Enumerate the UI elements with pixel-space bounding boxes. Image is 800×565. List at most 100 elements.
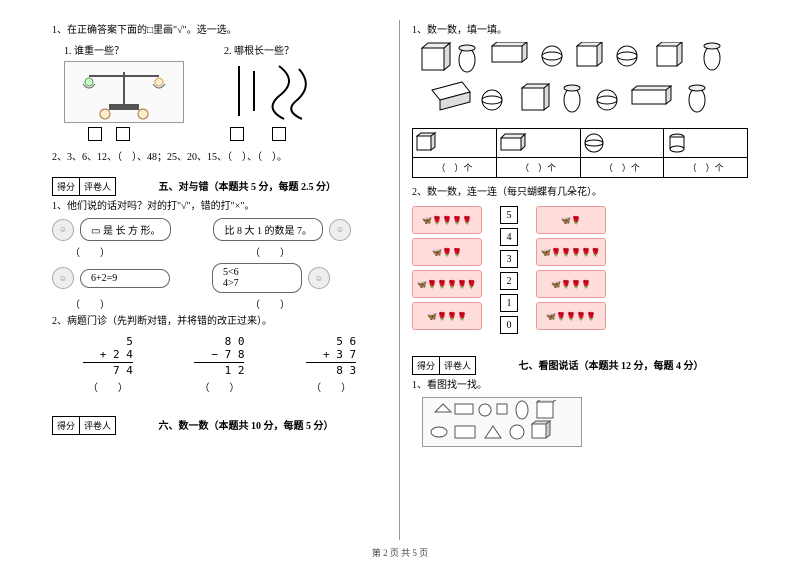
- arith-res: 7 4: [83, 364, 133, 377]
- q1-sub2-title: 2. 哪根长一些？: [224, 42, 314, 57]
- count-blank[interactable]: （ ）个: [413, 158, 497, 178]
- answer-box[interactable]: [88, 127, 102, 141]
- number-box[interactable]: 4: [500, 228, 518, 246]
- score-box: 得分 评卷人: [52, 177, 116, 196]
- arith-op: + 3 7: [306, 348, 356, 361]
- flower-group-icon: 🦋🌹: [536, 206, 606, 234]
- arith-res: 8 3: [306, 364, 356, 377]
- speech-bubble: ▭ 是 长 方 形。: [80, 218, 171, 241]
- s5-q1-intro: 1、他们说的话对吗？对的打"√"，错的打"×"。: [52, 200, 387, 214]
- section6-title: 六、数一数（本题共 10 分，每题 5 分）: [159, 421, 334, 432]
- shapes-scatter-svg: [412, 42, 748, 122]
- section5-title: 五、对与错（本题共 5 分，每题 2.5 分）: [159, 182, 337, 193]
- bubble-line-b: 4>7: [223, 278, 291, 289]
- answer-paren[interactable]: （ ）: [70, 296, 110, 311]
- arith-op: + 2 4: [83, 348, 133, 361]
- flower-group-icon: 🦋🌹🌹: [412, 238, 482, 266]
- number-box[interactable]: 5: [500, 206, 518, 224]
- shape-find-illustration: [422, 397, 582, 447]
- answer-paren[interactable]: （ ）: [306, 379, 356, 394]
- flower-group-icon: 🦋🌹🌹🌹🌹🌹: [412, 270, 482, 298]
- speech-row-2: ☺ 6+2=9 5<6 4>7 ☺: [52, 263, 387, 293]
- arith-problem: 5 6 + 3 7 8 3 （ ）: [306, 335, 356, 394]
- score-label: 得分: [413, 357, 440, 374]
- section6-header: 得分 评卷人 六、数一数（本题共 10 分，每题 5 分）: [52, 408, 387, 435]
- arith-problem: 8 0 − 7 8 1 2 （ ）: [194, 335, 244, 394]
- arith-problem: 5 + 2 4 7 4 （ ）: [83, 335, 133, 394]
- right-column: 1、数一数，填一填。: [400, 20, 760, 540]
- shapes-count-table: （ ）个 （ ）个 （ ）个 （ ）个: [412, 128, 748, 178]
- arith-bar: [306, 362, 356, 363]
- answer-paren[interactable]: （ ）: [83, 379, 133, 394]
- answer-box[interactable]: [272, 127, 286, 141]
- balance-scale-icon: [69, 64, 179, 120]
- arith-res: 1 2: [194, 364, 244, 377]
- number-box[interactable]: 0: [500, 316, 518, 334]
- balance-scale-illustration: [64, 61, 184, 123]
- face-icon: ☺: [52, 219, 74, 241]
- grader-label: 评卷人: [440, 357, 475, 374]
- q1-sub2-boxes: [230, 127, 314, 141]
- flower-group-icon: 🦋🌹🌹🌹: [412, 302, 482, 330]
- shapes-scatter: [412, 42, 748, 122]
- grader-label: 评卷人: [80, 417, 115, 434]
- arithmetic-row: 5 + 2 4 7 4 （ ） 8 0 − 7 8 1 2 （ ） 5 6 + …: [52, 335, 387, 394]
- flower-group-icon: 🦋🌹🌹🌹🌹🌹: [536, 238, 606, 266]
- arith-bar: [194, 362, 244, 363]
- page-footer: 第 2 页 共 5 页: [0, 546, 800, 559]
- arith-bar: [83, 362, 133, 363]
- number-box[interactable]: 2: [500, 272, 518, 290]
- cube-cell: [413, 129, 497, 158]
- cuboid-cell: [496, 129, 580, 158]
- arith-op: − 7 8: [194, 348, 244, 361]
- cylinder-cell: [664, 129, 748, 158]
- match-number-boxes: 5 4 3 2 1 0: [500, 206, 518, 334]
- flower-group-icon: 🦋🌹🌹🌹: [536, 270, 606, 298]
- left-column: 1、在正确答案下面的□里画"√"。选一选。 1. 谁重一些？: [40, 20, 400, 540]
- number-box[interactable]: 3: [500, 250, 518, 268]
- count-blank[interactable]: （ ）个: [664, 158, 748, 178]
- match-left-flowers: 🦋🌹🌹🌹🌹 🦋🌹🌹 🦋🌹🌹🌹🌹🌹 🦋🌹🌹🌹: [412, 206, 482, 334]
- answer-paren[interactable]: （ ）: [250, 244, 290, 259]
- face-icon: ☺: [308, 267, 330, 289]
- face-icon: ☺: [329, 219, 351, 241]
- score-box: 得分 评卷人: [412, 356, 476, 375]
- flower-group-icon: 🦋🌹🌹🌹🌹: [536, 302, 606, 330]
- answer-paren[interactable]: （ ）: [194, 379, 244, 394]
- count-blank[interactable]: （ ）个: [496, 158, 580, 178]
- arith-top: 5 6: [306, 335, 356, 348]
- score-label: 得分: [53, 178, 80, 195]
- r-q1-intro: 1、数一数，填一填。: [412, 24, 748, 38]
- match-right-flowers: 🦋🌹 🦋🌹🌹🌹🌹🌹 🦋🌹🌹🌹 🦋🌹🌹🌹🌹: [536, 206, 606, 334]
- answer-box[interactable]: [230, 127, 244, 141]
- answer-box[interactable]: [116, 127, 130, 141]
- score-label: 得分: [53, 417, 80, 434]
- speech-bubble: 6+2=9: [80, 269, 170, 288]
- sphere-cell: [580, 129, 664, 158]
- lines-illustration: [224, 61, 314, 123]
- q2-sequence: 2、3、6、12、（ ）、48；25、20、15、（ ）、（ ）。: [52, 151, 387, 165]
- match-area: 🦋🌹🌹🌹🌹 🦋🌹🌹 🦋🌹🌹🌹🌹🌹 🦋🌹🌹🌹 5 4 3 2 1 0 🦋🌹 🦋🌹🌹…: [412, 206, 748, 334]
- q1-intro: 1、在正确答案下面的□里画"√"。选一选。: [52, 24, 387, 38]
- paren-row-2: （ ） （ ）: [70, 296, 387, 311]
- section7-title: 七、看图说话（本题共 12 分，每题 4 分）: [519, 361, 704, 372]
- s7-q1-intro: 1、看图找一找。: [412, 379, 748, 393]
- answer-paren[interactable]: （ ）: [250, 296, 290, 311]
- page: 1、在正确答案下面的□里画"√"。选一选。 1. 谁重一些？: [40, 20, 760, 540]
- speech-bubble: 比 8 大 1 的数是 7。: [213, 218, 323, 241]
- score-box: 得分 评卷人: [52, 416, 116, 435]
- lines-icon: [224, 61, 314, 123]
- arith-top: 8 0: [194, 335, 244, 348]
- q1-sub1-title: 1. 谁重一些？: [64, 42, 184, 57]
- count-blank[interactable]: （ ）个: [580, 158, 664, 178]
- paren-row-1: （ ） （ ）: [70, 244, 387, 259]
- number-box[interactable]: 1: [500, 294, 518, 312]
- grader-label: 评卷人: [80, 178, 115, 195]
- arith-top: 5: [83, 335, 133, 348]
- section7-header: 得分 评卷人 七、看图说话（本题共 12 分，每题 4 分）: [412, 348, 748, 375]
- q1-sub2: 2. 哪根长一些？: [224, 42, 314, 145]
- q1-subrow: 1. 谁重一些？: [64, 42, 387, 145]
- q1-sub1-boxes: [88, 127, 184, 141]
- r-q2-intro: 2、数一数，连一连（每只蝴蝶有几朵花）。: [412, 186, 748, 200]
- answer-paren[interactable]: （ ）: [70, 244, 110, 259]
